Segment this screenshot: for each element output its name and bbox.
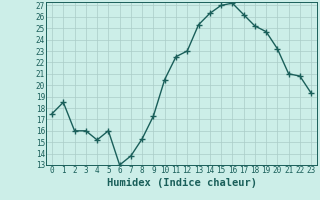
- X-axis label: Humidex (Indice chaleur): Humidex (Indice chaleur): [107, 178, 257, 188]
